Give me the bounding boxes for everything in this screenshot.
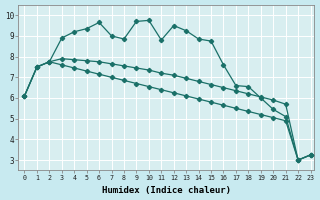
X-axis label: Humidex (Indice chaleur): Humidex (Indice chaleur) xyxy=(102,186,231,195)
